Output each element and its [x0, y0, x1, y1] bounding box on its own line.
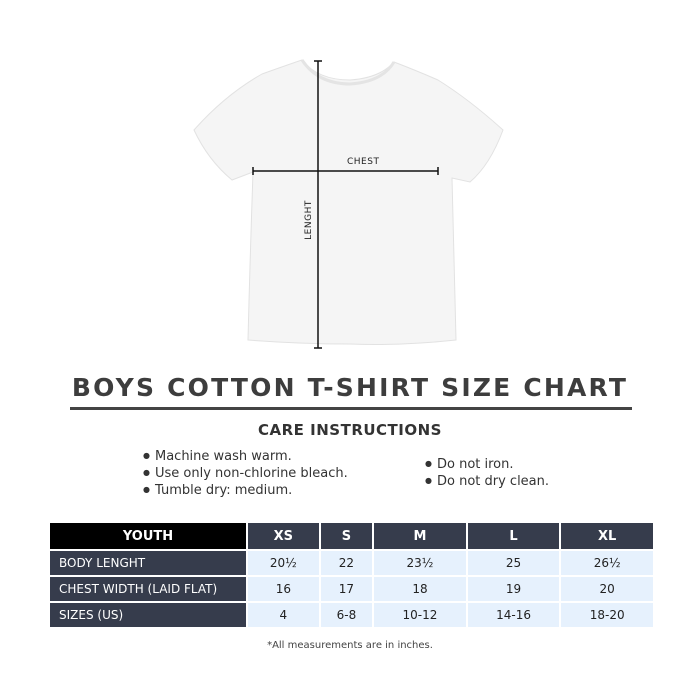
row-label: CHEST WIDTH (LAID FLAT)	[50, 577, 246, 601]
header-xs: XS	[248, 523, 319, 549]
header-s: S	[320, 523, 373, 549]
care-heading: CARE INSTRUCTIONS	[258, 421, 442, 439]
care-item: Do not dry clean.	[425, 474, 549, 489]
care-item: Do not iron.	[425, 457, 514, 472]
table-cell: 17	[320, 577, 373, 601]
table-cell: 4	[248, 603, 319, 627]
table-row: SIZES (US) 4 6-8 10-12 14-16 18-20	[50, 603, 653, 627]
care-item: Tumble dry: medium.	[143, 483, 292, 498]
table-cell: 22	[320, 551, 373, 575]
table-cell: 23½	[374, 551, 466, 575]
row-label: BODY LENGHT	[50, 551, 246, 575]
length-label: LENGHT	[304, 200, 314, 240]
table-cell: 26½	[561, 551, 653, 575]
table-cell: 20½	[248, 551, 319, 575]
table-cell: 14-16	[467, 603, 560, 627]
size-table: YOUTH XS S M L XL BODY LENGHT 20½ 22 23½…	[48, 521, 655, 629]
table-row: CHEST WIDTH (LAID FLAT) 16 17 18 19 20	[50, 577, 653, 601]
title-underline	[70, 407, 632, 410]
table-row: BODY LENGHT 20½ 22 23½ 25 26½	[50, 551, 653, 575]
tshirt-image	[193, 59, 504, 349]
chest-label: CHEST	[347, 157, 380, 167]
header-m: M	[374, 523, 466, 549]
footnote: *All measurements are in inches.	[267, 640, 433, 651]
header-youth: YOUTH	[50, 523, 246, 549]
row-label: SIZES (US)	[50, 603, 246, 627]
table-cell: 10-12	[374, 603, 466, 627]
header-xl: XL	[561, 523, 653, 549]
care-item: Use only non-chlorine bleach.	[143, 466, 348, 481]
table-cell: 20	[561, 577, 653, 601]
care-item: Machine wash warm.	[143, 449, 292, 464]
table-header-row: YOUTH XS S M L XL	[50, 523, 653, 549]
page-title: BOYS COTTON T-SHIRT SIZE CHART	[71, 373, 629, 402]
table-cell: 16	[248, 577, 319, 601]
table-cell: 18	[374, 577, 466, 601]
table-cell: 19	[467, 577, 560, 601]
table-cell: 18-20	[561, 603, 653, 627]
table-cell: 25	[467, 551, 560, 575]
table-cell: 6-8	[320, 603, 373, 627]
header-l: L	[467, 523, 560, 549]
